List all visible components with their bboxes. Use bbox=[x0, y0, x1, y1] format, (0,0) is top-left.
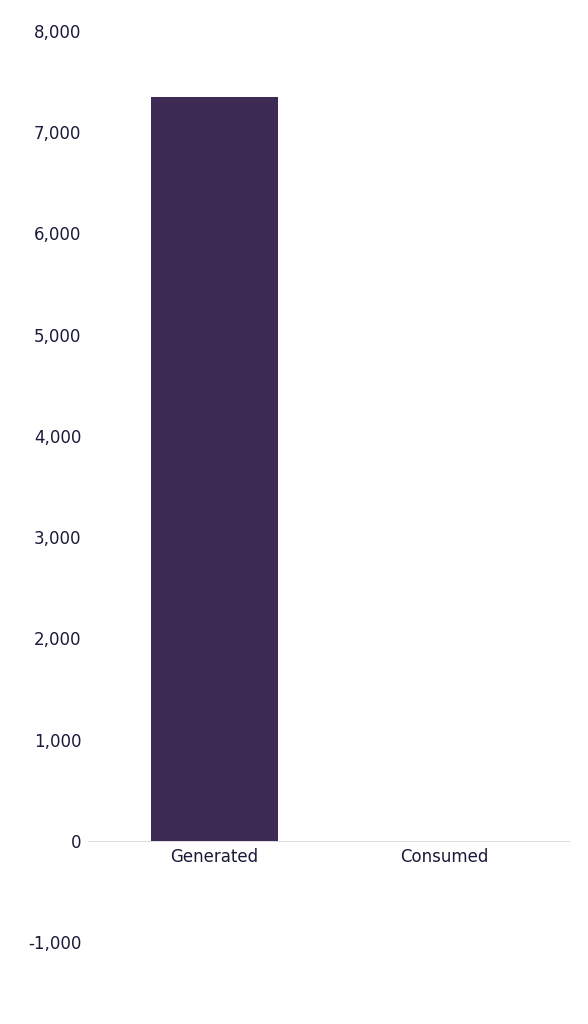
Bar bbox=[151, 96, 278, 841]
